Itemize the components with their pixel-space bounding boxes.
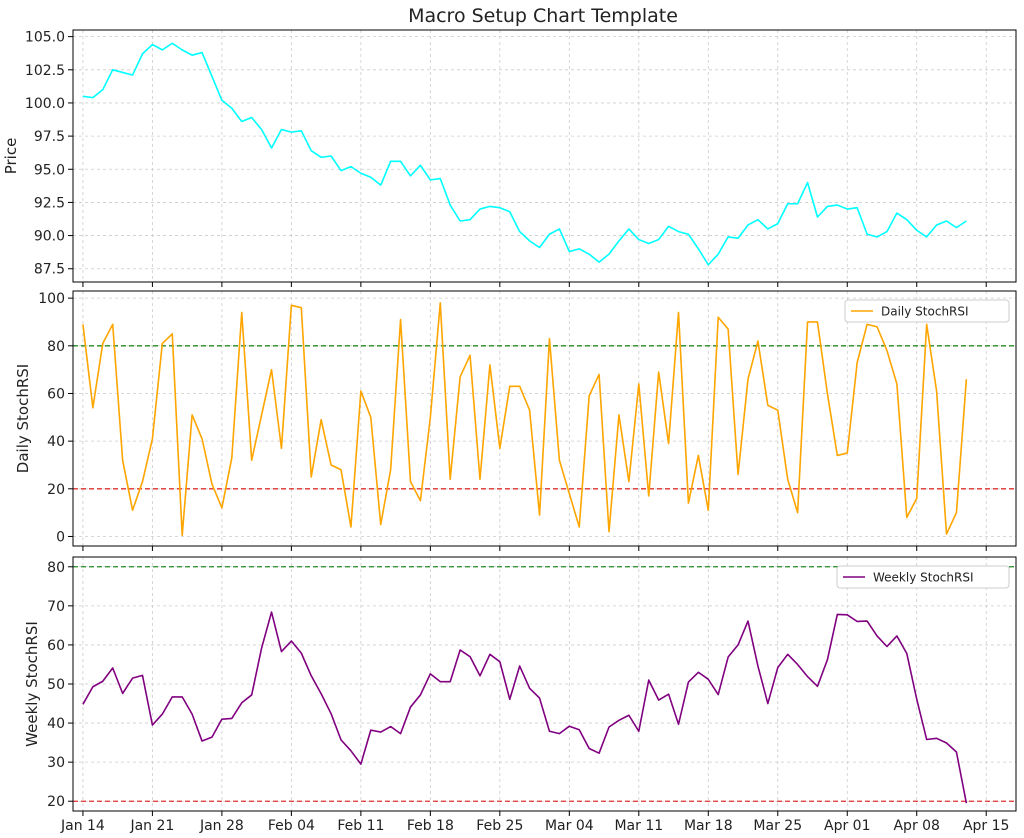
panel-1-ytick-label: 97.5: [34, 129, 65, 145]
panel-2-ytick-label: 100: [38, 291, 65, 307]
panel-1-ytick-label: 90.0: [34, 229, 65, 245]
panel-2-legend-label: Daily StochRSI: [881, 305, 969, 319]
panel-2: 100 80 60 40 20 0 Daily StochRSI Daily StochRSI: [14, 290, 1017, 551]
panel-3-series-line: [82, 611, 968, 804]
panel-1: 105.0 102.5 100.0 97.5 95.0 92.5 90.0 87.5 Price: [2, 29, 1017, 287]
panel-2-legend-box: [844, 299, 1010, 323]
panel-1-ytick-label: 87.5: [34, 262, 65, 278]
panel-1-frame: [72, 29, 1017, 283]
panel-3: 80 70 60 50 40 30 20 Weekly StochRSI Weekly Stoc…: [23, 556, 1017, 816]
panel-2-series-line: [82, 302, 968, 537]
panel-3-ytick-label: 50: [47, 677, 65, 693]
panel-3-legend-label: Weekly StochRSI: [873, 571, 974, 585]
panel-1-ylabel: Price: [2, 138, 20, 175]
x-axis-labels: Jan 14 Jan 21 Jan 28 Feb 04 Feb 11 Feb 18 Feb …: [60, 818, 1009, 834]
panel-1-ytick-label: 100.0: [25, 96, 65, 112]
panel-2-legend: Daily StochRSI: [844, 299, 1010, 323]
panel-3-legend-box: [836, 565, 1010, 589]
panel-1-ytick-label: 105.0: [25, 30, 65, 46]
xtick-label: Apr 01: [824, 818, 870, 834]
xtick-label: Mar 25: [753, 818, 802, 834]
panel-2-frame: [72, 290, 1017, 547]
panel-3-ytick-label: 30: [47, 755, 65, 771]
panel-2-ytick-label: 0: [56, 529, 65, 545]
panel-2-ylabel: Daily StochRSI: [14, 364, 32, 473]
panel-3-ytick-label: 40: [47, 716, 65, 732]
panel-2-ytick-label: 40: [47, 434, 65, 450]
panel-3-legend: Weekly StochRSI: [836, 565, 1010, 589]
xtick-label: Feb 11: [337, 818, 384, 834]
panel-1-ytick-label: 102.5: [25, 63, 65, 79]
xtick-label: Apr 08: [893, 818, 939, 834]
xtick-label: Mar 11: [614, 818, 663, 834]
xtick-label: Feb 25: [476, 818, 523, 834]
panel-3-ytick-label: 60: [47, 638, 65, 654]
chart-title: Macro Setup Chart Template: [408, 5, 678, 27]
panel-3-ytick-label: 70: [47, 599, 65, 615]
xtick-label: Mar 04: [545, 818, 594, 834]
panel-3-ytick-label: 20: [47, 794, 65, 810]
panel-2-ytick-label: 80: [47, 339, 65, 355]
xtick-label: Jan 14: [60, 818, 105, 834]
xtick-label: Feb 18: [407, 818, 454, 834]
panel-3-ylabel: Weekly StochRSI: [23, 621, 41, 747]
chart-panels: 105.0 102.5 100.0 97.5 95.0 92.5 90.0 87.5 Price…: [2, 29, 1017, 834]
xtick-label: Jan 21: [129, 818, 174, 834]
panel-3-frame: [72, 556, 1017, 812]
panel-1-ytick-label: 95.0: [34, 162, 65, 178]
xtick-label: Apr 15: [963, 818, 1009, 834]
xtick-label: Mar 18: [684, 818, 733, 834]
panel-1-ytick-label: 92.5: [34, 195, 65, 211]
panel-3-ytick-label: 80: [47, 560, 65, 576]
xtick-label: Jan 28: [199, 818, 244, 834]
xtick-label: Feb 04: [268, 818, 315, 834]
panel-2-ytick-label: 60: [47, 386, 65, 402]
panel-1-series-line: [82, 42, 967, 266]
panel-2-ytick-label: 20: [47, 482, 65, 498]
